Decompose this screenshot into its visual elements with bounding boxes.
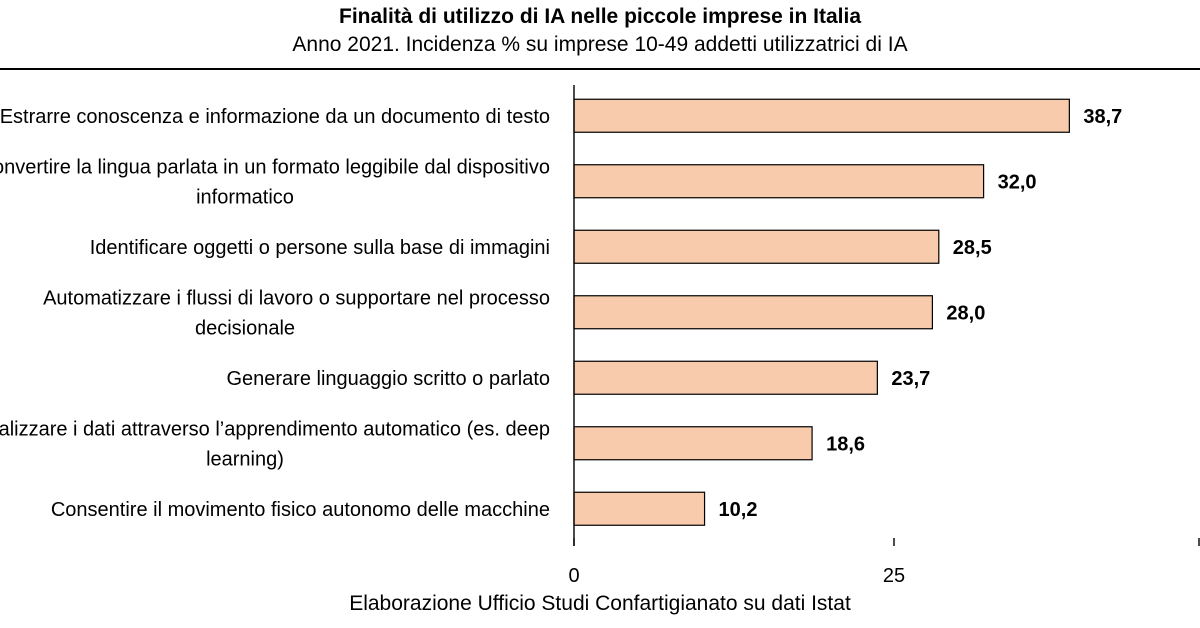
bar — [573, 229, 940, 264]
chart-subtitle: Anno 2021. Incidenza % su imprese 10-49 … — [292, 33, 908, 56]
bar — [573, 164, 985, 199]
header-divider — [0, 68, 1200, 70]
category-label: Convertire la lingua parlata in un forma… — [0, 156, 550, 178]
data-label: 32,0 — [998, 171, 1037, 193]
bar — [573, 98, 1070, 133]
source-note: Elaborazione Ufficio Studi Confartigiana… — [349, 592, 851, 615]
category-label: informatico — [196, 186, 294, 208]
category-label: Automatizzare i flussi di lavoro o suppo… — [43, 287, 550, 309]
chart-title: Finalità di utilizzo di IA nelle piccole… — [339, 5, 861, 28]
category-label: decisionale — [195, 317, 295, 339]
data-label: 10,2 — [719, 499, 758, 521]
bar — [573, 491, 706, 526]
x-tick-label: 0 — [568, 565, 579, 587]
data-label: 38,7 — [1083, 106, 1122, 128]
data-label: 23,7 — [891, 368, 930, 390]
bar — [573, 295, 933, 330]
data-label: 28,5 — [953, 237, 992, 259]
data-label: 28,0 — [946, 302, 985, 324]
x-tick-label: 25 — [883, 565, 905, 587]
category-label: learning) — [206, 448, 284, 470]
category-label: Estrarre conoscenza e informazione da un… — [0, 106, 550, 128]
category-label: Generare linguaggio scritto o parlato — [226, 368, 550, 390]
bar — [573, 360, 878, 395]
data-label: 18,6 — [826, 433, 865, 455]
category-label: Analizzare i dati attraverso l’apprendim… — [0, 418, 550, 440]
category-label: Consentire il movimento fisico autonomo … — [51, 499, 550, 521]
bar — [573, 426, 813, 461]
category-label: Identificare oggetti o persone sulla bas… — [90, 237, 550, 259]
